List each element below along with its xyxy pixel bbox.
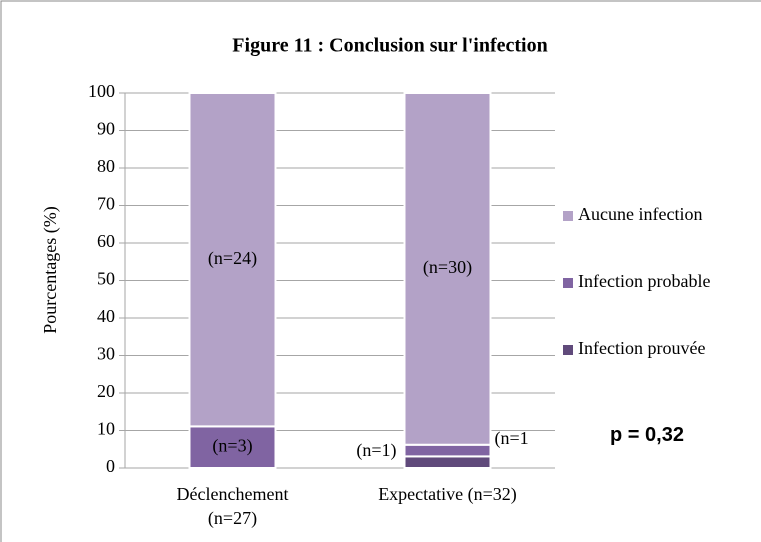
data-label: (n=1): [356, 440, 396, 461]
y-tick-label: 0: [106, 456, 115, 476]
legend-swatch: [563, 211, 573, 221]
legend-swatch: [563, 345, 573, 355]
y-tick-label: 80: [97, 156, 115, 176]
bar-segment: [188, 92, 277, 428]
chart-title: Figure 11 : Conclusion sur l'infection: [232, 35, 547, 57]
data-label: (n=1: [495, 428, 529, 449]
bar-segment: [403, 455, 492, 469]
annotation: p = 0,32: [610, 424, 684, 446]
y-tick-label: 100: [88, 81, 115, 101]
x-tick-label: Expectative (n=32): [378, 484, 517, 504]
y-tick-label: 50: [97, 269, 115, 289]
bar-segment: [403, 443, 492, 458]
data-label: (n=24): [208, 248, 257, 269]
y-axis-label: Pourcentages (%): [40, 206, 60, 334]
data-label: (n=3): [212, 435, 252, 456]
y-tick-label: 90: [97, 119, 115, 139]
y-tick-label: 30: [97, 344, 115, 364]
legend-swatch: [563, 278, 573, 288]
y-tick-label: 40: [97, 306, 115, 326]
y-tick-label: 10: [97, 419, 115, 439]
data-label: (n=30): [423, 257, 472, 278]
y-tick-label: 60: [97, 231, 115, 251]
legend-label: Aucune infection: [578, 204, 702, 224]
legend-label: Infection prouvée: [578, 338, 705, 358]
y-tick-label: 70: [97, 194, 115, 214]
y-tick-label: 20: [97, 381, 115, 401]
x-tick-label: Déclenchement (n=27): [176, 484, 289, 528]
bar-segment: [403, 92, 492, 446]
legend-label: Infection probable: [578, 271, 710, 291]
